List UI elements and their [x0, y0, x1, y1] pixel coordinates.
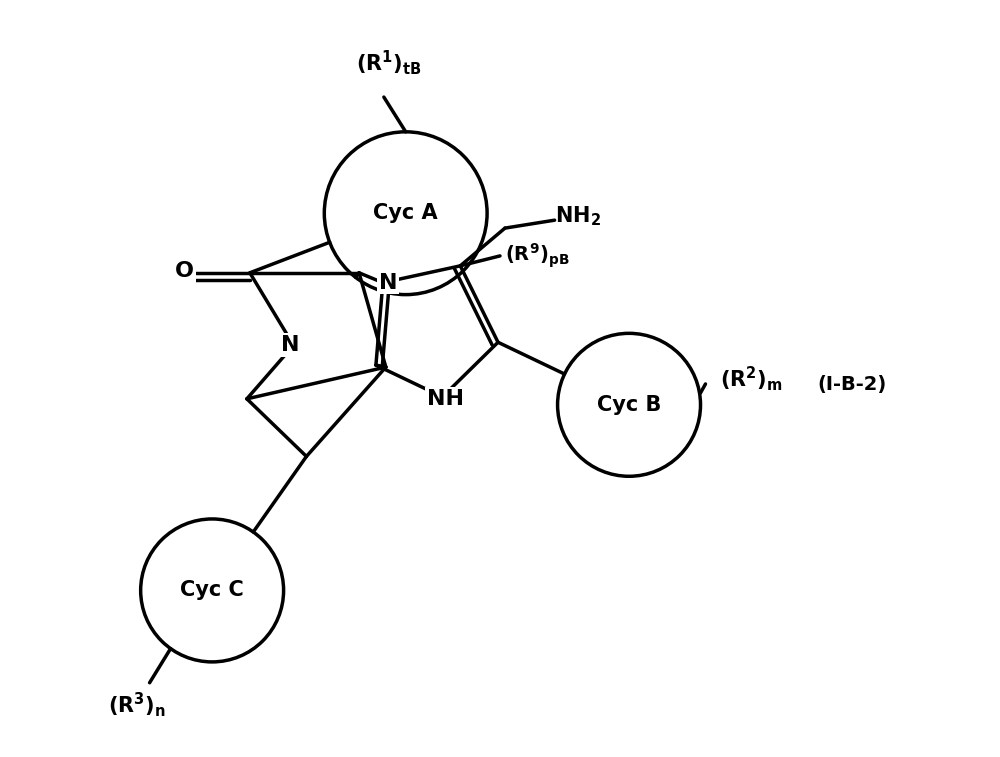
Text: NH: NH	[427, 389, 464, 409]
Text: Cyc A: Cyc A	[373, 203, 438, 223]
Text: Cyc C: Cyc C	[180, 581, 244, 600]
Text: $\mathbf{NH_2}$: $\mathbf{NH_2}$	[555, 204, 601, 228]
Text: Cyc B: Cyc B	[597, 395, 661, 415]
Text: $\mathbf{(R^2)_m}$: $\mathbf{(R^2)_m}$	[720, 365, 783, 394]
Text: (I-B-2): (I-B-2)	[818, 375, 887, 394]
Text: N: N	[281, 335, 300, 355]
Text: O: O	[175, 261, 194, 281]
Text: $\mathbf{(R^3)_n}$: $\mathbf{(R^3)_n}$	[108, 690, 166, 719]
Text: $\mathbf{(R^1)_{tB}}$: $\mathbf{(R^1)_{tB}}$	[356, 48, 422, 77]
Text: N: N	[379, 273, 397, 293]
Text: $\mathbf{(R^9)_{pB}}$: $\mathbf{(R^9)_{pB}}$	[505, 241, 570, 270]
